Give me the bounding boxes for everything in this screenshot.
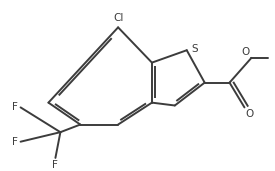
Text: F: F (53, 160, 58, 169)
Text: F: F (12, 137, 18, 147)
Text: Cl: Cl (113, 13, 123, 23)
Text: O: O (246, 109, 254, 119)
Text: O: O (242, 47, 250, 57)
Text: S: S (192, 44, 198, 54)
Text: F: F (12, 102, 18, 112)
